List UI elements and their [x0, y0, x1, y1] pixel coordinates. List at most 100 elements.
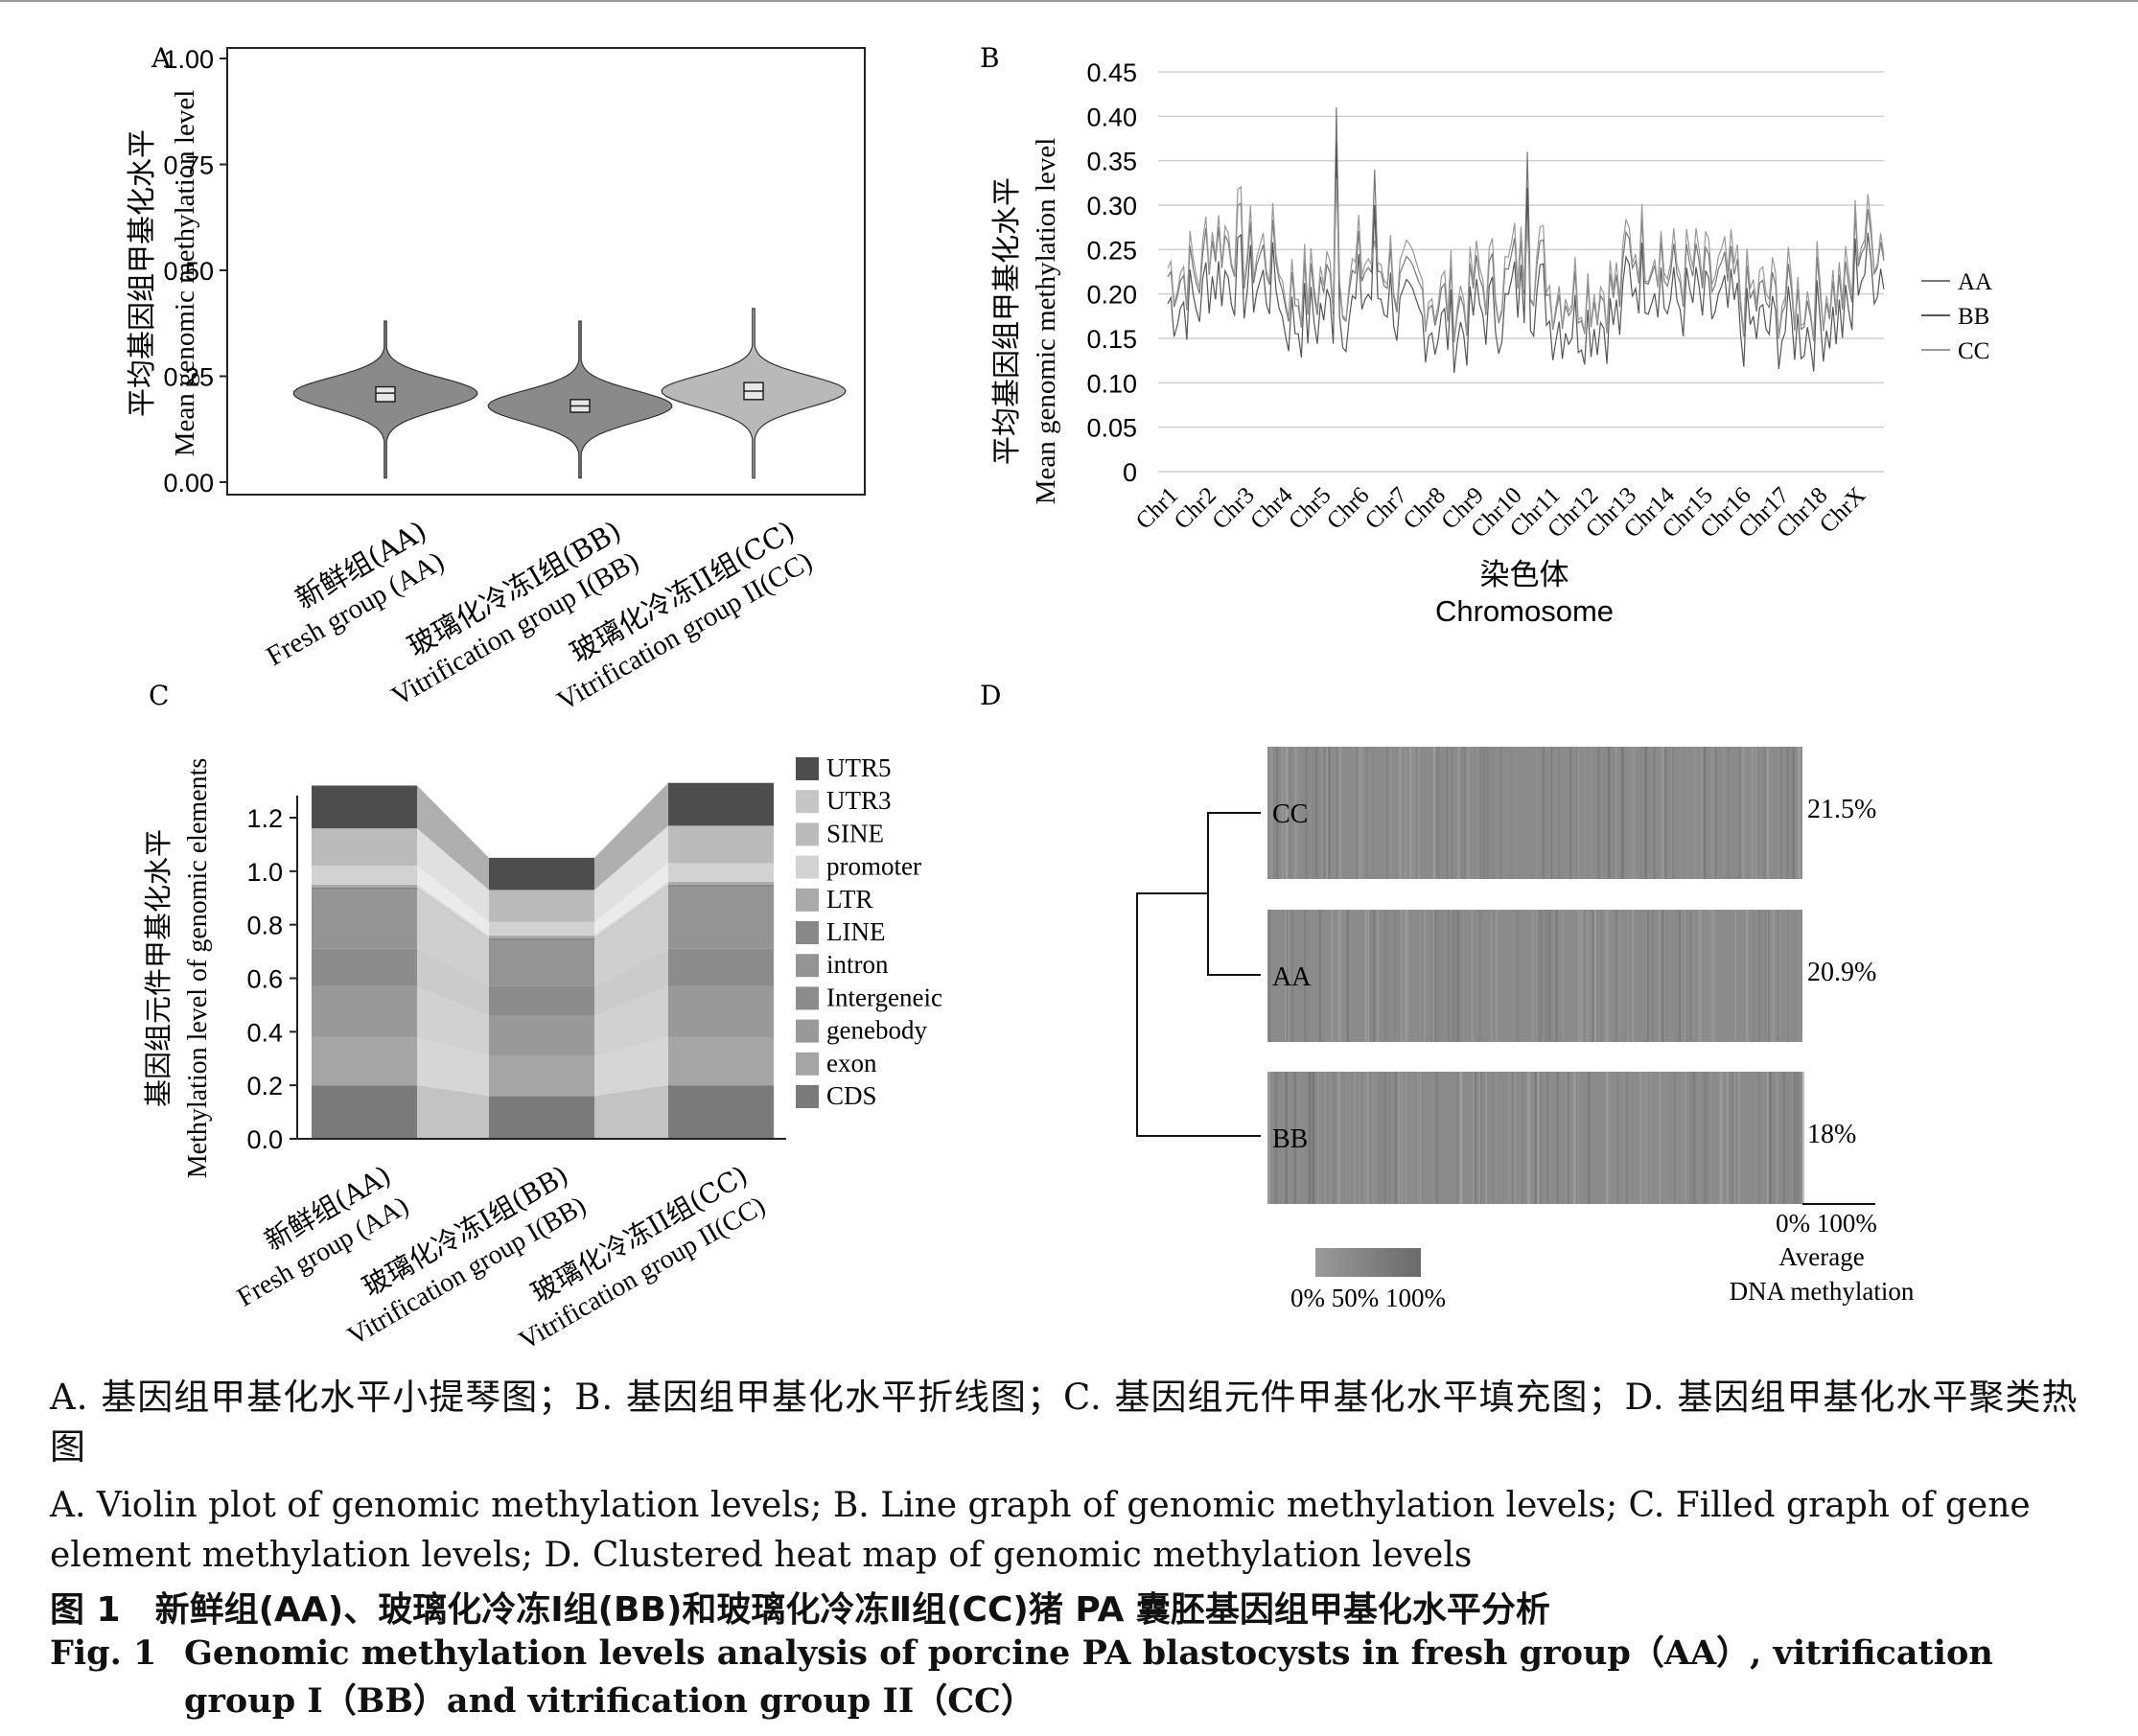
- heatmap-stripe: [1318, 1072, 1322, 1204]
- connector-Intergeneic: [594, 948, 668, 1016]
- connector-promoter: [594, 863, 668, 936]
- panel-c-legend: UTR5 UTR3 SINE promoter LTR LINE intron Interge…: [796, 753, 942, 1110]
- heatmap-stripe: [1472, 747, 1475, 879]
- xtick-group: Chr5: [1284, 482, 1336, 534]
- avg-scale-label: 0% 100%: [1776, 1209, 1877, 1238]
- heatmap-stripe: [1348, 910, 1351, 1042]
- heatmap-stripe: [1572, 1072, 1576, 1204]
- heatmap-stripe: [1377, 910, 1380, 1042]
- xtick-group: Chr8: [1399, 482, 1451, 534]
- heatmap-stripe: [1485, 1072, 1487, 1204]
- heatmap-stripe: [1331, 910, 1334, 1042]
- row-pct-BB: 18%: [1807, 1120, 1856, 1149]
- heatmap-stripe: [1566, 1072, 1568, 1204]
- panel-a-yticks: 0.00 0.25 0.50 0.75 1.00: [163, 45, 227, 498]
- heatmap-stripe: [1642, 1072, 1645, 1204]
- legend-swatch: [796, 986, 819, 1010]
- figure-title-en: Fig. 1 Genomic methylation levels analysi…: [50, 1630, 2092, 1725]
- ytick-label: 0.10: [1086, 369, 1137, 398]
- bar-UTR5: [668, 782, 774, 826]
- heatmap-stripe: [1524, 1072, 1527, 1204]
- heatmap-stripe: [1372, 747, 1375, 879]
- panel-b-grid: 0 0.05 0.10 0.15 0.20 0.25 0.30 0.35 0.40 0.45: [1086, 58, 1884, 487]
- heatmap-stripe: [1711, 910, 1714, 1042]
- heatmap-stripe: [1385, 747, 1388, 879]
- heatmap-stripe: [1681, 910, 1684, 1042]
- bar-exon: [312, 1036, 417, 1086]
- connector-SINE: [594, 825, 668, 922]
- bar-genebody: [489, 1015, 594, 1056]
- legend-swatch: [796, 954, 819, 978]
- heatmap-stripe: [1356, 747, 1359, 879]
- connector-SINE: [417, 828, 489, 922]
- heatmap-stripe: [1432, 747, 1435, 879]
- heatmap-stripe: [1322, 747, 1324, 879]
- heatmap-stripe: [1507, 1072, 1511, 1204]
- bar-SINE: [312, 828, 417, 867]
- panel-a-ylabel-cn: 平均基因组甲基化水平: [126, 129, 159, 417]
- heatmap-stripe: [1446, 747, 1449, 879]
- heatmap-stripe: [1280, 1072, 1282, 1204]
- heatmap-stripe: [1480, 747, 1483, 879]
- heatmap-stripe: [1478, 910, 1482, 1042]
- panel-b-legend: AA BB CC: [1921, 269, 1992, 364]
- figure-canvas: A 0.000.250.500.751.00 新鲜组(AA)Fresh grou…: [126, 42, 1992, 1356]
- heatmap-stripe: [1491, 910, 1493, 1042]
- heatmap-stripe: [1587, 1072, 1591, 1204]
- heatmap-stripe: [1538, 910, 1540, 1042]
- ytick-label: 1.00: [163, 45, 214, 74]
- ytick-label: 0.45: [1086, 58, 1137, 87]
- bar-SINE: [489, 890, 594, 922]
- heatmap-stripe: [1621, 1072, 1625, 1204]
- heatmap-stripe: [1615, 910, 1617, 1042]
- heatmap-stripe: [1430, 910, 1432, 1042]
- heatmap-stripe: [1284, 910, 1287, 1042]
- heatmap-stripe: [1283, 910, 1285, 1042]
- bar-UTR5: [312, 785, 417, 829]
- heatmap-stripe: [1674, 1072, 1676, 1204]
- bar-exon: [668, 1036, 774, 1086]
- heatmap-stripe: [1653, 747, 1656, 879]
- xtick-label: Chr7: [1360, 482, 1412, 534]
- xtick-label: Chr3: [1207, 482, 1259, 534]
- xtick-label: Chr1: [1131, 482, 1183, 534]
- heatmap-stripe: [1617, 910, 1620, 1042]
- heatmap-stripe: [1296, 747, 1298, 879]
- heatmap-stripe: [1267, 1072, 1270, 1204]
- ytick-label: 0.25: [163, 363, 214, 392]
- ytick-label: 0.00: [163, 469, 214, 498]
- heatmap-stripe: [1405, 1072, 1407, 1204]
- heatmap-stripe: [1640, 747, 1642, 879]
- connector-genebody: [594, 985, 668, 1056]
- heatmap-stripe: [1726, 1072, 1729, 1204]
- heatmap-stripe: [1462, 910, 1465, 1042]
- avg-label-1: Average: [1778, 1242, 1864, 1271]
- heatmap-stripe: [1459, 747, 1462, 879]
- bar-CDS: [312, 1085, 417, 1139]
- bar-Intergeneic: [312, 948, 417, 986]
- heatmap-stripe: [1779, 747, 1782, 879]
- heatmap-stripe: [1276, 747, 1279, 879]
- heatmap-stripe: [1801, 1072, 1804, 1204]
- xtick-label: Chr4: [1245, 482, 1298, 535]
- heatmap-stripe: [1398, 1072, 1401, 1204]
- bar-promoter: [312, 866, 417, 885]
- bar-genebody: [312, 985, 417, 1037]
- heatmap-stripe: [1609, 747, 1613, 879]
- heatmap-stripe: [1323, 747, 1326, 879]
- heatmap-stripe: [1361, 747, 1364, 879]
- heatmap-stripe: [1582, 1072, 1585, 1204]
- legend-label: exon: [826, 1049, 877, 1077]
- legend-label: CDS: [826, 1081, 877, 1110]
- heatmap-stripe: [1781, 747, 1784, 879]
- heatmap-stripe: [1285, 1072, 1287, 1204]
- heatmap-stripe: [1798, 910, 1801, 1042]
- heatmap-stripe: [1688, 1072, 1691, 1204]
- ytick-label: 0.2: [246, 1072, 283, 1100]
- heatmap-stripe: [1647, 910, 1649, 1042]
- heatmap-stripe: [1472, 1072, 1475, 1204]
- heatmap-stripe: [1706, 1072, 1708, 1204]
- heatmap-stripe: [1394, 1072, 1397, 1204]
- heatmap-stripe: [1330, 1072, 1332, 1204]
- heatmap-stripe: [1786, 747, 1789, 879]
